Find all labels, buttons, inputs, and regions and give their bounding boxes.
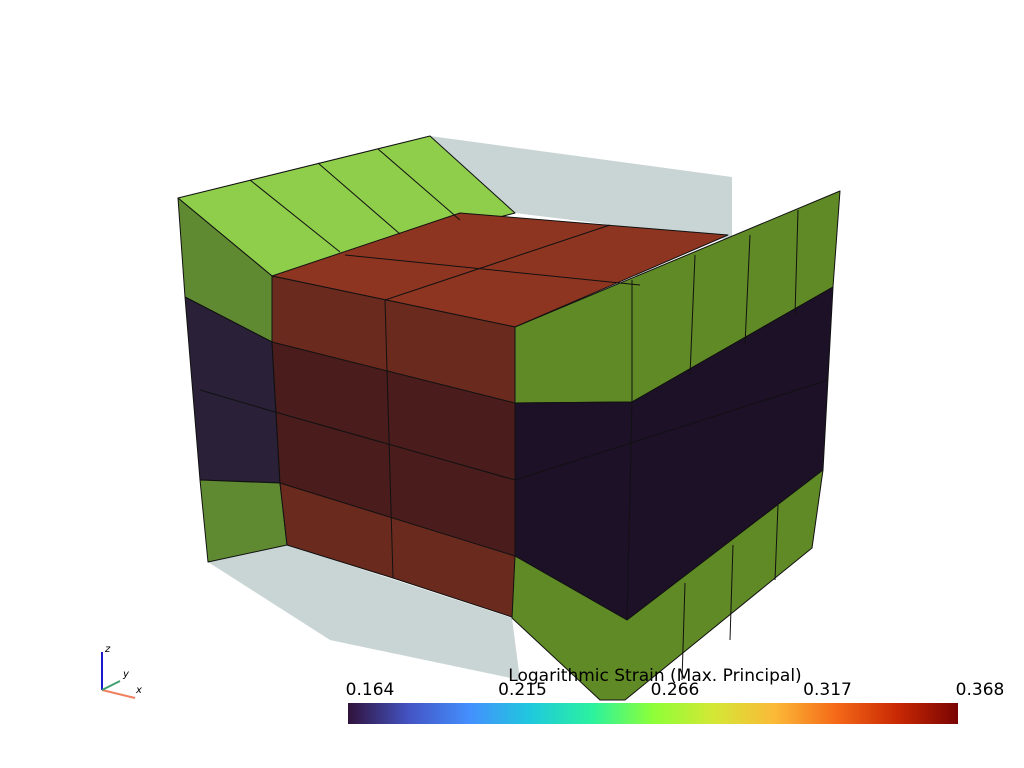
axes-widget: z x y (101, 644, 142, 699)
x-label: x (135, 685, 142, 696)
edge (689, 254, 696, 376)
ghost-floor (208, 545, 520, 680)
edge (774, 504, 779, 581)
edge (729, 544, 734, 641)
scalar-bar-tick: 0.368 (956, 680, 1005, 700)
scalar-bar-tick: 0.164 (346, 680, 395, 700)
mesh-lines (199, 148, 829, 681)
edge (249, 179, 341, 253)
edge (274, 411, 516, 481)
mesh (177, 135, 841, 701)
right-green-lower (511, 469, 824, 701)
scalar-bar-tick: 0.317 (803, 680, 852, 700)
edge (384, 224, 611, 301)
edge (199, 389, 276, 413)
edge (514, 379, 829, 481)
edge (626, 401, 633, 621)
y-label: y (122, 669, 130, 680)
edge (377, 148, 461, 221)
edge (317, 162, 401, 235)
edge (344, 254, 641, 286)
edge (744, 234, 751, 346)
scalar-bar-tick: 0.215 (498, 680, 547, 700)
y-axis (101, 680, 121, 691)
scalar-bar-title: Logarithmic Strain (Max. Principal) (508, 666, 801, 686)
ghost-back (430, 136, 732, 240)
color-ramp (348, 703, 958, 724)
edge (384, 299, 394, 579)
scalar-bar-tick: 0.266 (651, 680, 700, 700)
edge (681, 582, 686, 681)
edge (794, 209, 799, 316)
z-label: z (104, 644, 111, 655)
scalar-bar: Logarithmic Strain (Max. Principal) 0.16… (346, 666, 1005, 724)
x-axis (101, 689, 136, 699)
